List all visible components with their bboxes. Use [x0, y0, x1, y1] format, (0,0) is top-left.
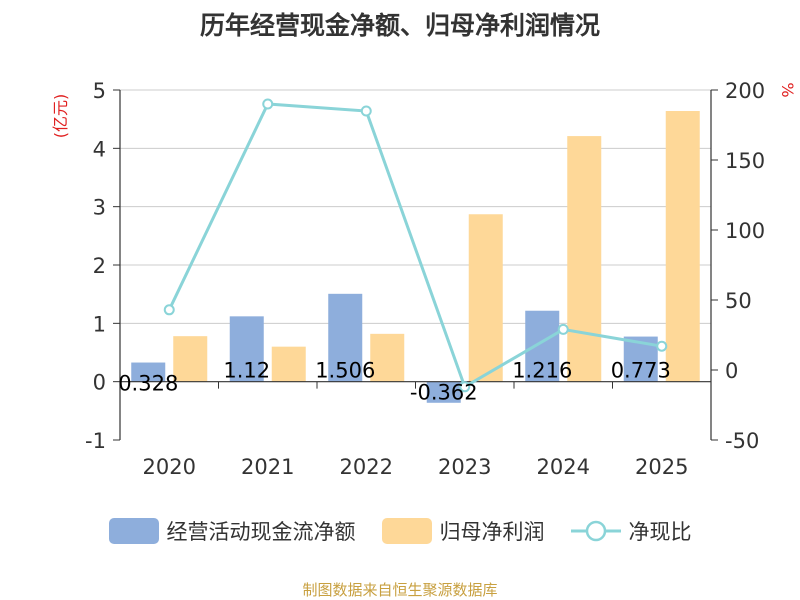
bar-profit	[173, 336, 208, 382]
bar-profit	[271, 346, 306, 382]
bar-cashflow	[426, 381, 461, 403]
left-tick-label: -1	[85, 429, 106, 453]
legend-line-icon	[570, 520, 621, 542]
legend-item-profit[interactable]: 归母净利润	[381, 516, 545, 546]
legend-item-ratio[interactable]: 净现比	[570, 516, 692, 546]
ratio-point	[557, 323, 569, 335]
legend-label-profit: 归母净利润	[439, 520, 545, 544]
legend-swatch-cashflow	[108, 518, 159, 544]
x-tick-label: 2023	[438, 455, 491, 479]
source-note: 制图数据来自恒生聚源数据库	[302, 581, 498, 599]
left-tick-label: 4	[93, 137, 106, 161]
legend: 经营活动现金流净额 归母净利润 净现比	[0, 516, 800, 546]
bar-profit	[468, 214, 503, 382]
x-tick-label: 2024	[537, 455, 590, 479]
bar-profit	[370, 333, 405, 382]
ratio-line-path	[167, 102, 663, 390]
left-axis-title: (亿元)	[51, 94, 70, 139]
legend-item-cashflow[interactable]: 经营活动现金流净额	[108, 516, 356, 546]
left-tick-label: 2	[93, 254, 106, 278]
legend-label-ratio: 净现比	[628, 520, 692, 544]
right-tick-label: -50	[725, 429, 759, 453]
data-label-cashflow: 1.506	[315, 359, 375, 383]
right-tick-label: 50	[725, 289, 752, 313]
ratio-point	[656, 340, 668, 352]
data-label-cashflow: 0.328	[118, 372, 178, 396]
x-tick-label: 2020	[143, 455, 196, 479]
data-labels: 0.328 1.12 1.506 -0.362 1.216 0.773	[118, 359, 671, 405]
data-label-cashflow: -0.362	[410, 381, 478, 405]
data-label-cashflow: 1.216	[512, 359, 572, 383]
tick-labels: 5 4 3 2 1 0 -1 200 150 100 50 0 -50 2020 2021 2022 2023 2…	[85, 79, 765, 479]
bar-cashflow	[131, 362, 166, 382]
ratio-line	[163, 98, 668, 393]
right-tick-label: 150	[725, 149, 765, 173]
ratio-point	[459, 381, 471, 393]
gridlines	[120, 89, 711, 324]
left-tick-label: 1	[93, 312, 106, 336]
right-axis-title: %	[778, 82, 797, 97]
right-tick-label: 200	[725, 79, 765, 103]
chart-title: 历年经营现金净额、归母净利润情况	[199, 11, 600, 40]
bar-profit	[665, 111, 700, 382]
bars	[131, 111, 700, 403]
right-tick-label: 100	[725, 219, 765, 243]
data-label-cashflow: 1.12	[223, 359, 270, 383]
bar-cashflow	[328, 293, 363, 382]
legend-swatch-profit	[381, 518, 432, 544]
legend-label-cashflow: 经营活动现金流净额	[166, 520, 356, 544]
bar-cashflow	[525, 310, 560, 382]
ratio-point	[262, 98, 274, 110]
x-tick-label: 2022	[340, 455, 393, 479]
ratio-point	[163, 304, 175, 316]
left-tick-label: 3	[93, 196, 106, 220]
data-label-cashflow: 0.773	[611, 359, 671, 383]
bar-cashflow	[229, 316, 264, 382]
bar-profit	[567, 136, 602, 382]
ratio-point	[360, 105, 372, 117]
right-tick-label: 0	[725, 359, 738, 383]
left-tick-label: 5	[93, 79, 106, 103]
x-tick-label: 2025	[635, 455, 688, 479]
x-tick-label: 2021	[241, 455, 294, 479]
left-tick-label: 0	[93, 371, 106, 395]
axes	[113, 89, 718, 441]
